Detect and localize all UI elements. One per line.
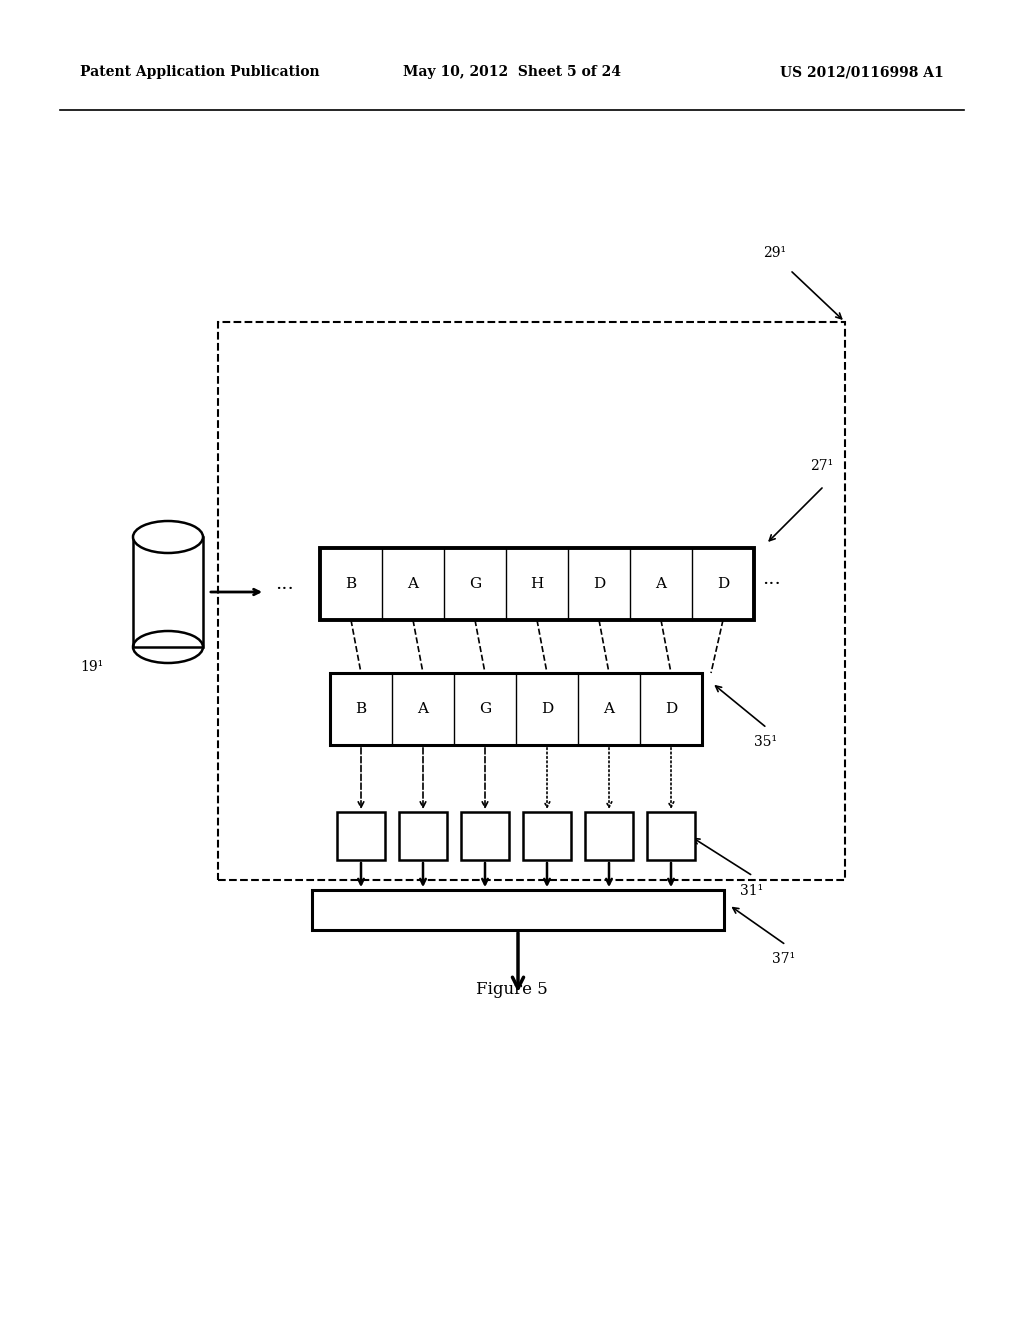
Text: 19¹: 19¹ (80, 660, 103, 675)
Text: D: D (593, 577, 605, 591)
Text: D: D (717, 577, 729, 591)
Text: Patent Application Publication: Patent Application Publication (80, 65, 319, 79)
Text: 27¹: 27¹ (810, 459, 834, 473)
Text: 29¹: 29¹ (763, 246, 786, 260)
Bar (133, 537, 203, 647)
Text: US 2012/0116998 A1: US 2012/0116998 A1 (780, 65, 944, 79)
Text: ...: ... (275, 576, 294, 593)
Bar (337, 812, 385, 861)
Text: D: D (541, 702, 553, 715)
Text: Figure 5: Figure 5 (476, 982, 548, 998)
Text: A: A (603, 702, 614, 715)
Text: G: G (469, 577, 481, 591)
Text: H: H (530, 577, 544, 591)
Bar (523, 812, 571, 861)
Text: A: A (408, 577, 419, 591)
Text: A: A (655, 577, 667, 591)
Text: A: A (418, 702, 428, 715)
Text: D: D (665, 702, 677, 715)
Text: 37¹: 37¹ (772, 952, 795, 966)
Text: B: B (355, 702, 367, 715)
Bar (312, 890, 724, 931)
Text: ...: ... (762, 570, 780, 587)
Text: 35¹: 35¹ (754, 735, 777, 748)
Bar (399, 812, 447, 861)
Text: 31¹: 31¹ (740, 884, 763, 898)
Text: May 10, 2012  Sheet 5 of 24: May 10, 2012 Sheet 5 of 24 (403, 65, 621, 79)
Text: B: B (345, 577, 356, 591)
Bar (218, 322, 845, 880)
Text: G: G (479, 702, 492, 715)
Bar (319, 548, 754, 620)
Ellipse shape (133, 521, 203, 553)
Bar (647, 812, 695, 861)
Bar (330, 673, 702, 744)
Bar (585, 812, 633, 861)
Bar (461, 812, 509, 861)
